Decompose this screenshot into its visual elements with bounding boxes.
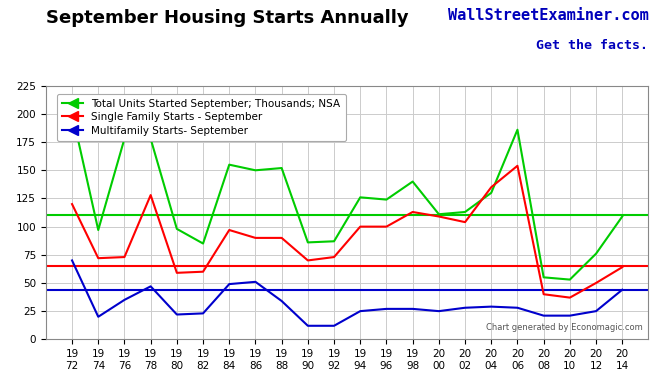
Text: Chart generated by Economagic.com: Chart generated by Economagic.com bbox=[485, 323, 643, 332]
Text: WallStreetExaminer.com: WallStreetExaminer.com bbox=[448, 8, 648, 23]
Text: Get the facts.: Get the facts. bbox=[536, 39, 648, 52]
Legend: Total Units Started September; Thousands; NSA, Single Family Starts - September,: Total Units Started September; Thousands… bbox=[57, 94, 346, 141]
Text: September Housing Starts Annually: September Housing Starts Annually bbox=[46, 9, 409, 27]
